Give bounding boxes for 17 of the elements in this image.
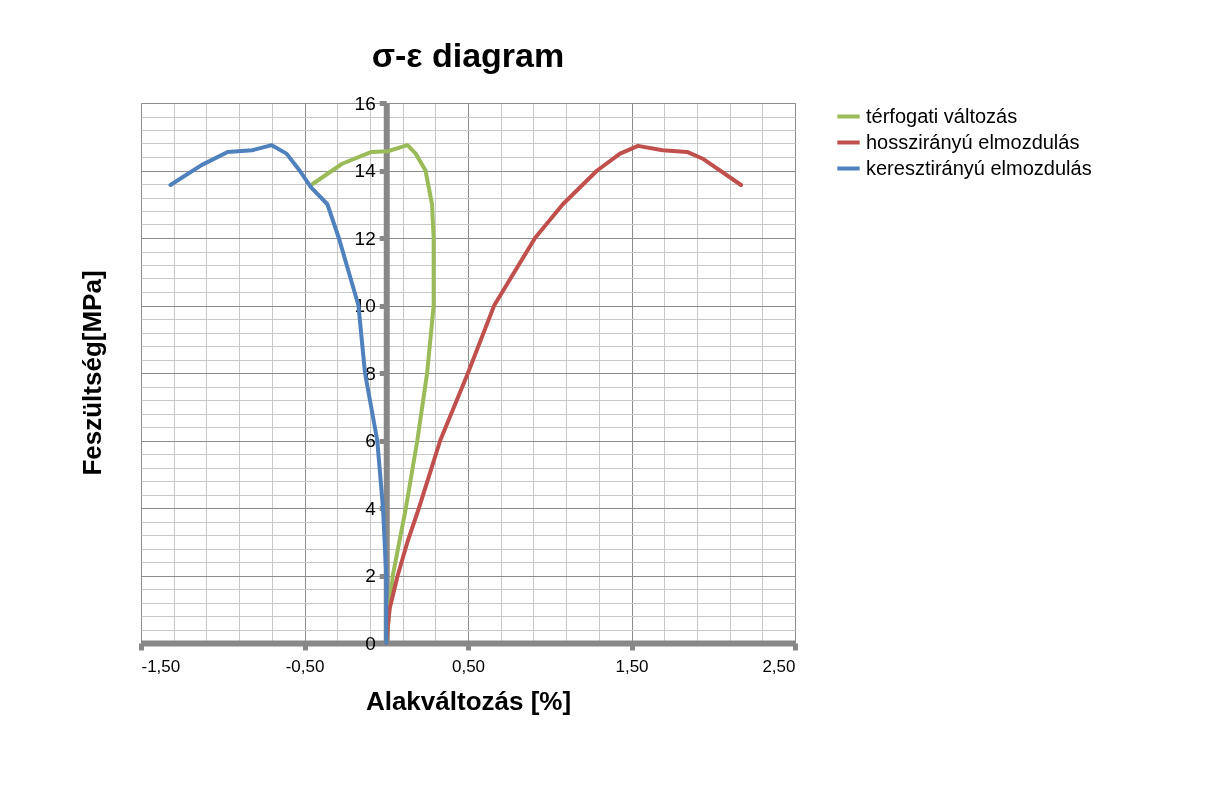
y-tick-label: 2 bbox=[365, 565, 376, 586]
y-tick-label: 4 bbox=[365, 497, 377, 519]
y-tick-label: 12 bbox=[354, 227, 376, 249]
x-tick-label: -1,50 bbox=[141, 656, 181, 676]
legend-label: hosszirányú elmozdulás bbox=[866, 130, 1080, 153]
legend-label: térfogati változás bbox=[866, 104, 1018, 127]
x-axis-title: Alakváltozás [%] bbox=[365, 685, 572, 716]
y-tick-label: 6 bbox=[365, 430, 376, 451]
y-tick-label: 14 bbox=[354, 160, 377, 181]
x-tick-label: 1,50 bbox=[615, 656, 649, 676]
y-axis-title: Feszültség[MPa] bbox=[77, 270, 107, 476]
x-tick-label: -0,50 bbox=[285, 656, 325, 676]
chart-title: σ-ε diagram bbox=[371, 36, 565, 74]
x-tick-label: 2,50 bbox=[762, 656, 796, 676]
y-tick-label: 16 bbox=[354, 92, 376, 114]
x-tick-label: 0,50 bbox=[451, 656, 486, 676]
legend-label: keresztirányú elmozdulás bbox=[866, 156, 1092, 179]
